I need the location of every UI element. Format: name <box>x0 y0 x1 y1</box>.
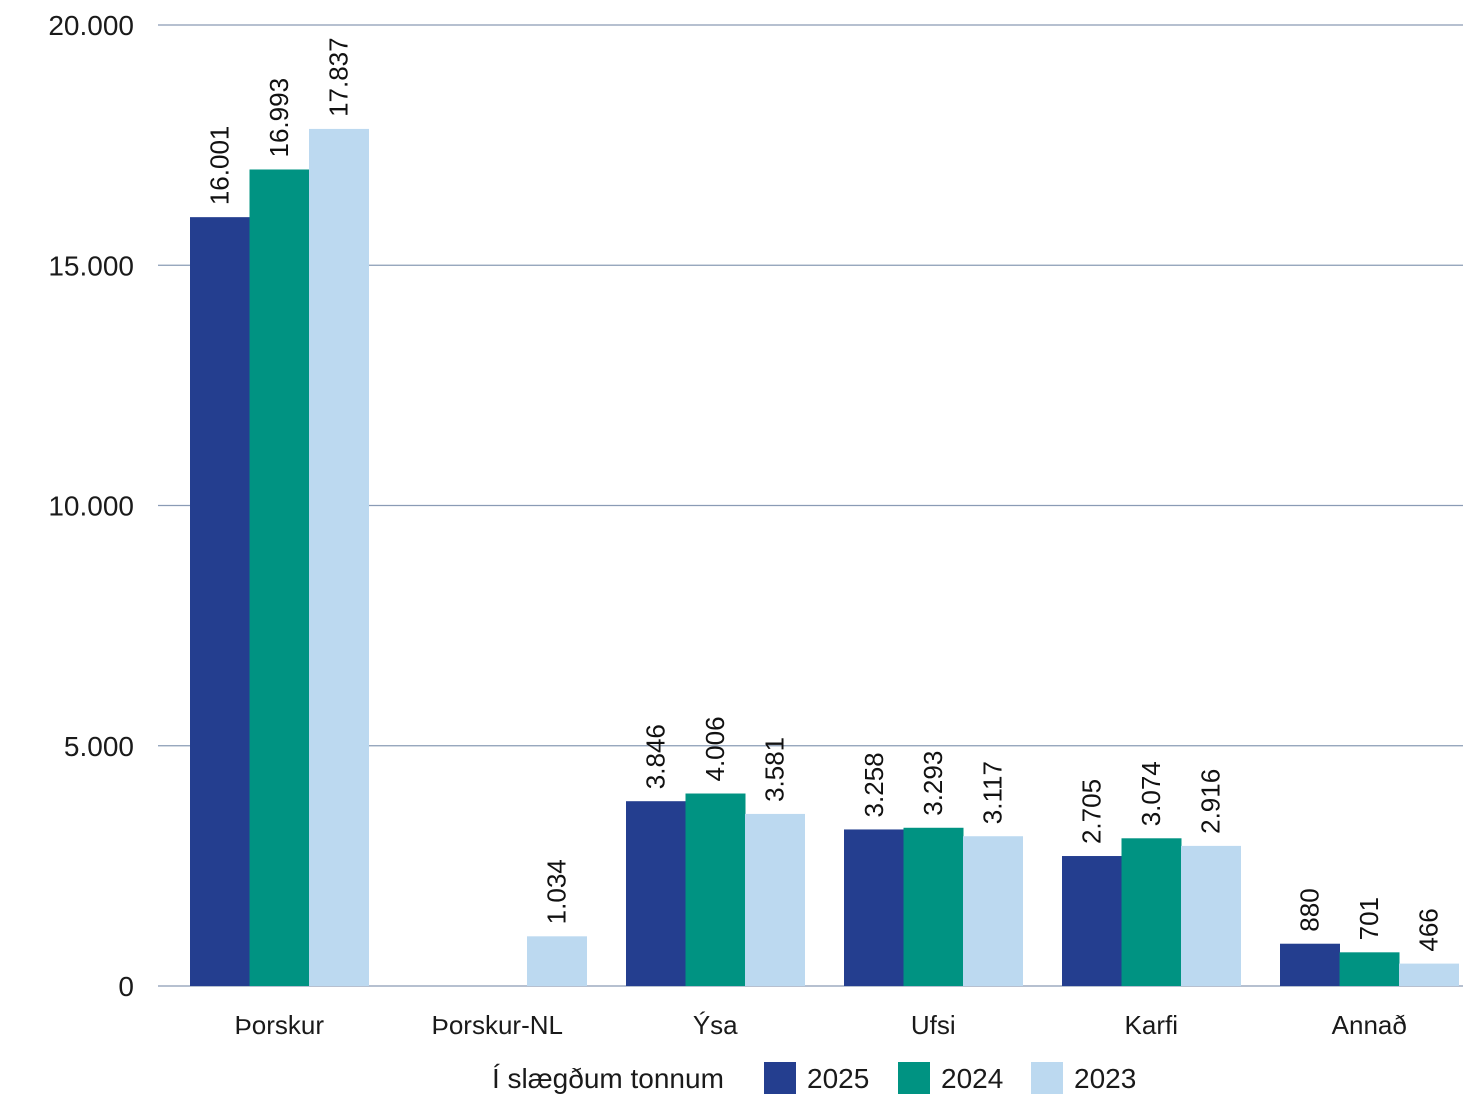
bar <box>1181 845 1241 986</box>
bar <box>309 128 369 987</box>
data-label: 3.074 <box>1136 761 1166 826</box>
data-label: 3.258 <box>859 752 889 817</box>
x-category-label: Ýsa <box>693 1010 738 1040</box>
data-label: 3.581 <box>760 737 790 802</box>
x-category-label: Karfi <box>1125 1010 1178 1040</box>
legend: Í slægðum tonnum 2025 2024 2023 <box>492 1062 1136 1094</box>
data-label: 1.034 <box>542 859 572 924</box>
bars <box>190 128 1459 987</box>
data-label: 17.837 <box>324 37 354 117</box>
bar <box>626 801 686 986</box>
x-category-label: Þorskur-NL <box>432 1010 563 1040</box>
bar <box>963 836 1023 986</box>
data-label: 16.001 <box>205 126 235 206</box>
x-category-label: Þorskur <box>234 1010 324 1040</box>
x-category-label: Annað <box>1332 1010 1407 1040</box>
legend-swatch <box>1031 1062 1063 1094</box>
data-label: 3.846 <box>641 724 671 789</box>
bar <box>745 813 805 986</box>
bar <box>190 217 250 986</box>
data-label: 701 <box>1354 897 1384 940</box>
y-tick-label: 0 <box>118 971 134 1002</box>
bar <box>1280 943 1340 986</box>
legend-swatch <box>764 1062 796 1094</box>
data-label: 880 <box>1295 888 1325 931</box>
bar <box>1062 856 1122 986</box>
data-label: 2.916 <box>1196 769 1226 834</box>
x-axis-category-labels: Þorskur Þorskur-NL Ýsa Ufsi Karfi Annað <box>234 1010 1406 1040</box>
x-category-label: Ufsi <box>911 1010 956 1040</box>
data-label: 16.993 <box>264 78 294 158</box>
data-label: 3.117 <box>978 761 1008 824</box>
legend-label: 2025 <box>807 1063 869 1094</box>
y-tick-label: 15.000 <box>48 250 134 281</box>
data-label: 466 <box>1414 908 1444 951</box>
legend-label: 2023 <box>1074 1063 1136 1094</box>
y-tick-label: 10.000 <box>48 491 134 522</box>
legend-label: 2024 <box>941 1063 1003 1094</box>
data-labels: 16.001 16.993 17.837 1.034 3.846 4.006 3.581 3.… <box>205 37 1444 951</box>
legend-swatch <box>898 1062 930 1094</box>
data-label: 2.705 <box>1077 779 1107 844</box>
legend-title: Í slægðum tonnum <box>492 1063 724 1094</box>
bar <box>685 793 746 986</box>
data-label: 3.293 <box>918 751 948 816</box>
grid-lines <box>158 24 1463 987</box>
y-tick-label: 20.000 <box>48 10 134 41</box>
bar <box>844 829 904 986</box>
bar <box>1121 838 1182 986</box>
data-label: 4.006 <box>700 716 730 781</box>
y-axis-tick-labels: 0 5.000 10.000 15.000 20.000 <box>48 10 134 1002</box>
bar <box>527 936 587 986</box>
bar <box>1399 963 1459 986</box>
bar <box>903 827 964 986</box>
bar <box>1339 952 1400 986</box>
y-tick-label: 5.000 <box>64 731 134 762</box>
bar <box>249 169 310 987</box>
